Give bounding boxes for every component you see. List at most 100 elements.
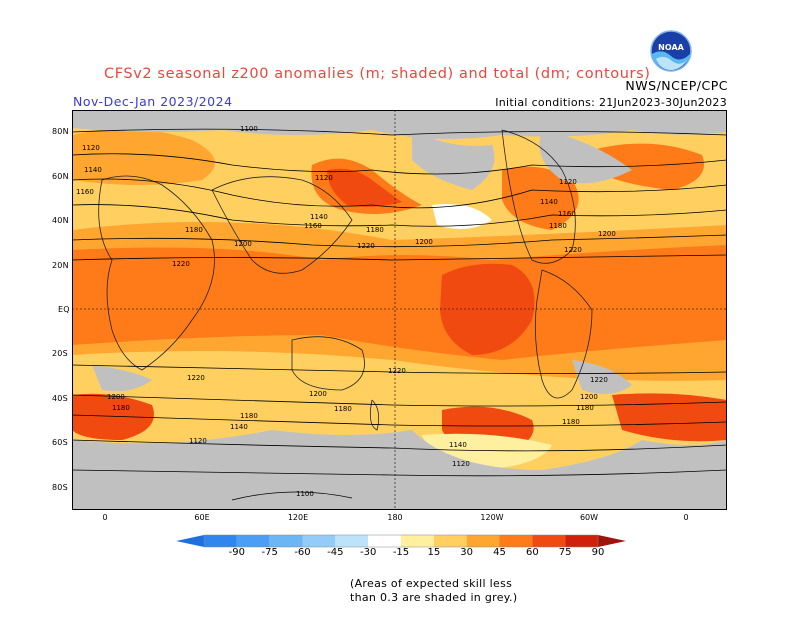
contour-label-1200-c: 1200 <box>415 238 433 246</box>
contour-label-1180-e: 1180 <box>549 222 567 230</box>
colorbar-tick-label: -30 <box>359 547 377 558</box>
contour-label-1200-sc: 1200 <box>309 390 327 398</box>
anomaly-tropics-strong <box>72 245 727 360</box>
agency-label: NWS/NCEP/CPC <box>625 78 728 93</box>
contour-label-1200-se: 1200 <box>580 393 598 401</box>
contour-label-1140-sc: 1140 <box>449 441 467 449</box>
colorbar-segment <box>565 535 598 547</box>
noaa-logo: NOAA <box>650 30 692 72</box>
colorbar-tick-label: 60 <box>525 547 539 558</box>
colorbar-segment <box>466 535 500 547</box>
anomaly-siberia <box>72 128 215 185</box>
lat-label: 20S <box>52 349 68 358</box>
contour-label-1200-w: 1200 <box>234 240 252 248</box>
contour-label-1160-pac: 1160 <box>304 222 322 230</box>
contour-label-1160-n: 1160 <box>76 188 94 196</box>
lat-label: 60S <box>52 438 68 447</box>
contour-label-1180-w: 1180 <box>185 226 203 234</box>
graticule <box>72 110 727 510</box>
noaa-logo-text: NOAA <box>658 43 684 52</box>
colorbar-tick-label: -75 <box>261 547 278 558</box>
lon-label: 0 <box>102 513 108 522</box>
lon-label: 60W <box>579 513 599 522</box>
colorbar-frame <box>203 534 599 548</box>
lon-label: 180 <box>387 513 403 522</box>
contour-label-1180-pac: 1180 <box>366 226 384 234</box>
lon-label: 0 <box>683 513 689 522</box>
lat-label: 60N <box>52 172 69 181</box>
contour-label-1140-n: 1140 <box>84 166 102 174</box>
skill-note-line1: (Areas of expected skill less <box>350 577 513 590</box>
contour-label-1140-e: 1140 <box>540 198 558 206</box>
contour-label-1180-sw: 1180 <box>112 404 130 412</box>
colorbar-tick-label: 30 <box>460 547 474 558</box>
colorbar-segment <box>433 535 467 547</box>
contour-labels: 1100 1120 1140 1160 1120 1140 1160 1180 … <box>76 125 616 498</box>
anomaly-pacific-max <box>440 263 535 355</box>
colorbar-tick-label: -90 <box>228 547 245 558</box>
contours <box>72 128 727 501</box>
grey-mask-pacific-n <box>412 130 495 190</box>
skill-note: (Areas of expected skill less than 0.3 a… <box>350 577 517 605</box>
contour-label-1140-pac: 1140 <box>310 213 328 221</box>
contour-label-1120-pac: 1120 <box>315 174 333 182</box>
anomaly-europe <box>592 143 704 190</box>
contour-label-1220-e: 1220 <box>564 246 582 254</box>
contour-label-1220-sc: 1220 <box>388 367 406 375</box>
colorbar-tick-label: 15 <box>427 547 441 558</box>
grey-mask-s-africa <box>92 365 152 392</box>
colorbar-segment <box>302 535 336 547</box>
colorbar-segment <box>368 535 401 547</box>
contour-label-1180-s2: 1180 <box>240 412 258 420</box>
contour-label-1220-w: 1220 <box>172 260 190 268</box>
lat-label: 80N <box>52 127 69 136</box>
colorbar-segment <box>269 535 303 547</box>
colorbar-tick-label: -45 <box>327 547 344 558</box>
contour-label-1180-se: 1180 <box>576 404 594 412</box>
colorbar-segment <box>236 535 270 547</box>
coastlines <box>98 129 593 431</box>
grey-mask-n-atlantic <box>539 130 632 184</box>
colorbar-segment <box>499 535 533 547</box>
colorbar-segment <box>204 535 237 547</box>
forecast-period: Nov-Dec-Jan 2023/2024 <box>73 94 233 109</box>
chart-title: CFSv2 seasonal z200 anomalies (m; shaded… <box>104 66 651 82</box>
colorbar-tick-label: 90 <box>591 547 605 558</box>
anomaly-s-atl <box>612 393 727 442</box>
contour-label-1120-s: 1120 <box>189 437 207 445</box>
contour-label-1100-s: 1100 <box>296 490 314 498</box>
anomaly-npacific-core <box>327 168 402 207</box>
contour-label-1160-e: 1160 <box>558 210 576 218</box>
contour-label-1120-n: 1120 <box>82 144 100 152</box>
contour-label-1180-se2: 1180 <box>562 418 580 426</box>
lat-label: 20N <box>52 261 69 270</box>
lon-label: 120W <box>480 513 504 522</box>
grey-mask-s-america <box>572 360 632 394</box>
contour-label-1180-sc: 1180 <box>334 405 352 413</box>
colorbar-segment <box>335 535 369 547</box>
anomaly-white-patch <box>432 204 492 229</box>
colorbar <box>176 534 626 548</box>
lon-label: 120E <box>287 513 309 522</box>
lon-label: 60E <box>194 513 210 522</box>
contour-label-1140-s: 1140 <box>230 423 248 431</box>
contour-label-1220-s: 1220 <box>187 374 205 382</box>
colorbar-segment <box>401 535 434 547</box>
colorbar-arrow-low <box>176 535 204 547</box>
grey-mask-antarctic <box>72 430 727 510</box>
anomaly-natl <box>502 166 579 230</box>
contour-label-1100-n: 1100 <box>240 125 258 133</box>
anomaly-map: 1100 1120 1140 1160 1120 1140 1160 1180 … <box>72 110 727 510</box>
colorbar-tick-label: 75 <box>558 547 572 558</box>
contour-label-1200-e: 1200 <box>598 230 616 238</box>
contour-label-1220-c: 1220 <box>357 242 375 250</box>
anomaly-s-indian <box>72 393 154 440</box>
colorbar-tick-label: 45 <box>493 547 506 558</box>
lat-label: 80S <box>52 483 68 492</box>
skill-note-line2: than 0.3 are shaded in grey.) <box>350 591 518 604</box>
contour-label-1120-e: 1120 <box>559 178 577 186</box>
contour-label-1200-sw: 1200 <box>107 393 125 401</box>
lat-label: 40N <box>52 216 69 225</box>
contour-label-1220-se: 1220 <box>590 376 608 384</box>
colorbar-tick-label: -15 <box>392 547 410 558</box>
